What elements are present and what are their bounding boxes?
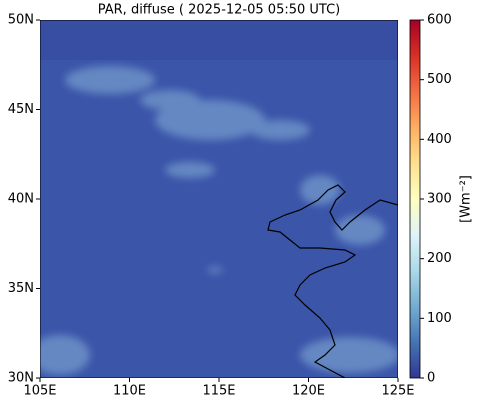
map-field [40, 20, 398, 378]
colorbar-tick-label: 100 [427, 311, 452, 326]
colorbar [409, 19, 421, 379]
x-tick-label: 125E [381, 384, 414, 399]
y-tick-label: 35N [8, 281, 34, 296]
colorbar-tick-label: 0 [427, 371, 435, 386]
title: PAR, diffuse ( 2025-12-05 05:50 UTC) [98, 3, 341, 18]
x-tick-label: 115E [202, 384, 235, 399]
colorbar-tick-label: 300 [427, 192, 452, 207]
colorbar-tick-label: 500 [427, 72, 452, 87]
x-tick-label: 110E [113, 384, 146, 399]
y-tick-label: 30N [8, 371, 34, 386]
colorbar-tick-label: 200 [427, 251, 452, 266]
y-tick-label: 50N [8, 13, 34, 28]
y-tick-label: 40N [8, 192, 34, 207]
y-tick-label: 45N [8, 102, 34, 117]
colorbar-tick-label: 600 [427, 13, 452, 28]
colorbar-tick-label: 400 [427, 132, 452, 147]
colorbar-label: [Wm⁻²] [459, 175, 474, 223]
x-tick-label: 120E [292, 384, 325, 399]
x-tick-label: 105E [23, 384, 56, 399]
